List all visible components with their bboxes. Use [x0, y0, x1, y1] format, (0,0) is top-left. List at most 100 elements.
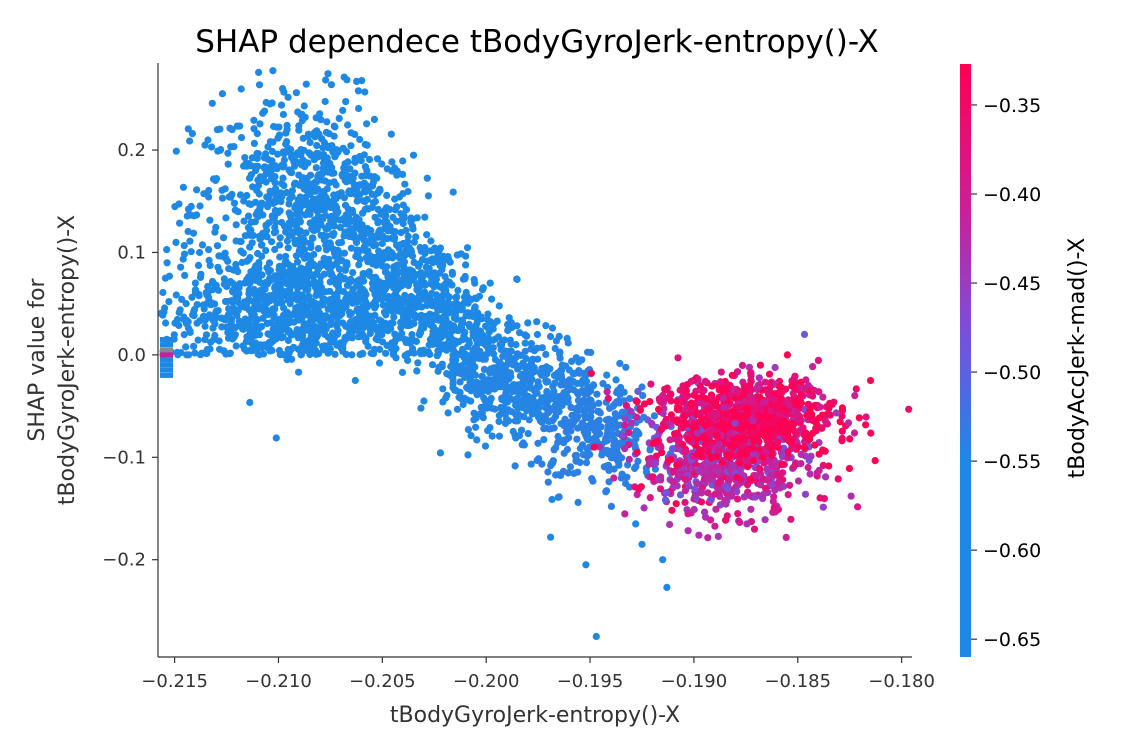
scatter-point [749, 457, 758, 465]
scatter-point [814, 356, 823, 364]
scatter-point [403, 336, 411, 344]
scatter-point [552, 471, 560, 479]
scatter-point [363, 319, 372, 327]
scatter-point [217, 314, 225, 322]
scatter-point [736, 518, 744, 527]
scatter-point [246, 398, 254, 407]
scatter-point [369, 318, 378, 327]
scatter-point [684, 435, 692, 443]
scatter-point [271, 179, 279, 187]
scatter-point [175, 308, 183, 316]
scatter-point [584, 348, 592, 356]
scatter-point [364, 239, 372, 247]
scatter-point [214, 147, 222, 155]
scatter-point [427, 237, 435, 245]
scatter-point [227, 319, 235, 327]
scatter-point [632, 463, 640, 471]
scatter-point [370, 115, 378, 123]
scatter-point [390, 313, 398, 321]
scatter-point [521, 339, 529, 347]
scatter-point [594, 407, 602, 415]
scatter-point [254, 316, 262, 324]
scatter-point [621, 510, 629, 518]
scatter-point [269, 199, 277, 207]
scatter-point [277, 189, 285, 197]
scatter-point [725, 430, 733, 438]
scatter-point [424, 348, 432, 356]
scatter-point [567, 427, 575, 435]
colorbar-tick-label: −0.60 [983, 540, 1041, 562]
scatter-point [452, 293, 460, 302]
scatter-point [298, 238, 307, 246]
scatter-point [549, 457, 557, 465]
scatter-point [276, 253, 284, 261]
scatter-point [533, 344, 541, 352]
scatter-point [358, 77, 366, 85]
scatter-point [255, 351, 263, 359]
scatter-point [656, 485, 665, 493]
scatter-point [361, 198, 369, 206]
scatter-point [634, 387, 642, 395]
colorbar-tick-label: −0.55 [983, 451, 1041, 473]
scatter-point [292, 252, 300, 260]
scatter-point [655, 475, 663, 483]
scatter-point [527, 345, 535, 353]
scatter-point [351, 190, 360, 198]
scatter-point [262, 170, 270, 178]
scatter-point [240, 197, 248, 205]
scatter-point [600, 463, 608, 471]
scatter-point [228, 190, 236, 198]
scatter-point [582, 459, 591, 467]
scatter-point [427, 280, 435, 288]
scatter-point [295, 126, 303, 134]
scatter-point [734, 509, 742, 518]
scatter-point [266, 277, 274, 285]
scatter-point [220, 275, 228, 283]
scatter-point [722, 516, 730, 524]
scatter-point [193, 211, 201, 219]
scatter-point [381, 213, 389, 221]
scatter-point [533, 318, 541, 326]
scatter-point [378, 338, 387, 346]
scatter-point [204, 136, 212, 144]
scatter-point [383, 191, 391, 199]
scatter-point [191, 279, 199, 287]
scatter-point [401, 180, 409, 188]
colorbar-tick-label: −0.45 [983, 273, 1041, 295]
scatter-point [295, 303, 303, 311]
scatter-point [258, 271, 266, 279]
scatter-point [303, 274, 311, 282]
scatter-point [388, 339, 396, 347]
scatter-point [398, 368, 407, 376]
scatter-point [319, 295, 328, 303]
scatter-point [276, 241, 284, 249]
scatter-point [505, 354, 513, 362]
scatter-point [342, 295, 350, 303]
scatter-point [222, 214, 230, 222]
scatter-point [560, 449, 568, 457]
scatter-point [765, 475, 773, 483]
scatter-point [276, 315, 284, 323]
scatter-point [692, 387, 700, 395]
scatter-point [276, 234, 284, 242]
scatter-point [733, 388, 742, 396]
scatter-point [213, 126, 221, 134]
scatter-point [576, 369, 584, 377]
scatter-point [449, 384, 457, 392]
scatter-point [409, 215, 417, 223]
scatter-point [297, 264, 305, 272]
scatter-point [704, 489, 712, 497]
scatter-point [733, 368, 742, 376]
scatter-point [802, 376, 810, 384]
scatter-point [251, 218, 259, 226]
scatter-point [750, 525, 759, 533]
scatter-point [580, 396, 588, 404]
scatter-point [413, 367, 421, 375]
scatter-point [778, 460, 786, 468]
scatter-point [550, 446, 558, 454]
scatter-point [352, 316, 360, 324]
scatter-point [439, 385, 447, 393]
scatter-point [348, 351, 356, 359]
scatter-point [544, 478, 552, 486]
scatter-point [333, 203, 341, 212]
